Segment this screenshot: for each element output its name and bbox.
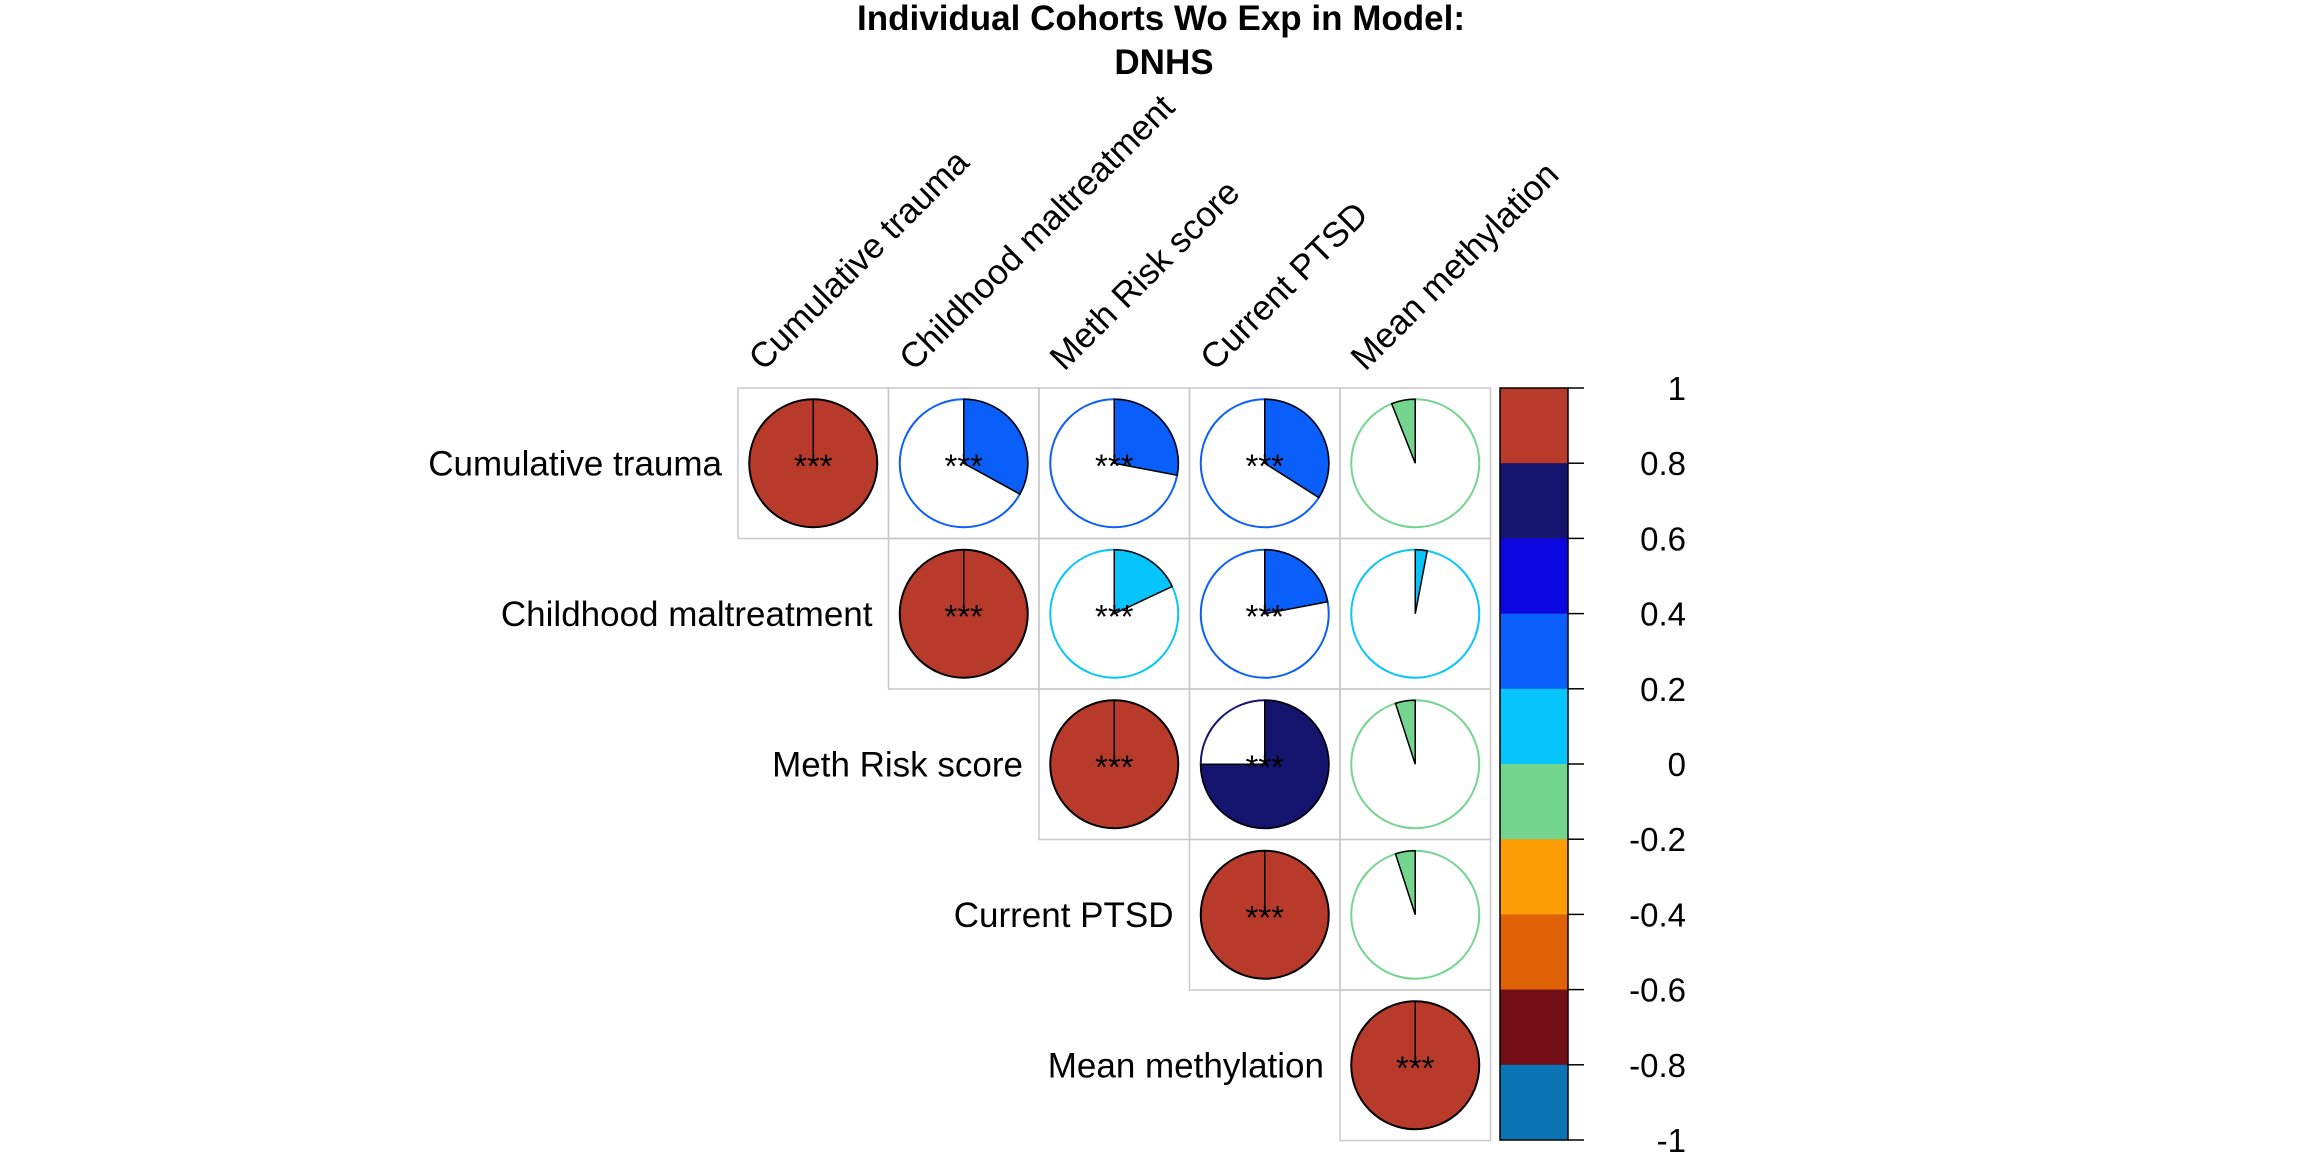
pie-cell: *** (1199, 849, 1330, 980)
colorbar-tick-label: 0.2 (1640, 671, 1686, 708)
colorbar-bin (1500, 388, 1568, 464)
colorbar-tick-label: -0.4 (1629, 896, 1686, 933)
significance-stars: *** (1095, 447, 1134, 484)
pie-cell (1350, 849, 1481, 980)
pie-cell: *** (898, 398, 1029, 529)
pie-slice (1394, 699, 1416, 765)
column-label: Childhood maltreatment (892, 87, 1183, 378)
significance-stars: *** (1245, 447, 1284, 484)
colorbar-bin (1500, 463, 1568, 539)
pie-cell: *** (1049, 398, 1180, 529)
colorbar-tick-label: 1 (1668, 370, 1686, 407)
significance-stars: *** (1245, 748, 1284, 785)
pie-cell: *** (1350, 1000, 1481, 1131)
colorbar-tick-label: -0.2 (1629, 821, 1686, 858)
colorbar-tick-label: -0.8 (1629, 1047, 1686, 1084)
pie-cell: *** (1049, 548, 1180, 679)
pie-slice (1390, 398, 1416, 464)
significance-stars: *** (944, 447, 983, 484)
row-label: Meth Risk score (772, 745, 1023, 784)
column-label: Mean methylation (1343, 155, 1566, 378)
pie-cell: *** (1199, 699, 1330, 830)
pie-slice (1264, 548, 1329, 615)
significance-stars: *** (794, 447, 833, 484)
pie-slice (1113, 398, 1179, 477)
colorbar-bin (1500, 764, 1568, 840)
row-label: Childhood maltreatment (501, 595, 873, 634)
grid-cell-border (1339, 989, 1492, 1142)
colorbar-bin (1500, 688, 1568, 765)
colorbar-bin (1500, 538, 1568, 615)
pie-cell: *** (898, 548, 1029, 679)
colorbar-tick-label: -1 (1657, 1122, 1686, 1152)
significance-stars: *** (1396, 1049, 1435, 1086)
pie-slice (1264, 398, 1330, 499)
pie-slice (1199, 699, 1330, 829)
chart-title: Individual Cohorts Wo Exp in Model: (857, 0, 1465, 38)
pie-cell: *** (1199, 398, 1330, 529)
pie-cell (1350, 398, 1481, 529)
colorbar-bin (1500, 914, 1568, 991)
colorbar-tick-label: -0.6 (1629, 972, 1686, 1009)
pie-cell: *** (1199, 548, 1330, 679)
pie-slice (1394, 849, 1416, 915)
pie-cell: *** (1049, 699, 1180, 830)
grid-layer (737, 387, 1492, 1142)
colorbar-tick-label: 0 (1668, 746, 1686, 783)
colorbar-tick-label: 0.8 (1640, 445, 1686, 482)
colorbar-tick-label: 0.4 (1640, 596, 1686, 633)
pie-slice (1414, 548, 1429, 614)
pie-slice (963, 398, 1029, 496)
significance-stars: *** (1245, 598, 1284, 635)
colorbar-bin (1500, 613, 1568, 690)
row-label: Current PTSD (954, 896, 1174, 935)
cell-layer: *** *** *** *** *** *** *** *** *** *** *** (748, 398, 1481, 1131)
chart-subtitle: DNHS (1114, 43, 1213, 82)
row-label: Cumulative trauma (428, 444, 722, 483)
colorbar-bin (1500, 1064, 1568, 1141)
pie-cell: *** (748, 398, 879, 529)
colorbar: 1 0.8 0.6 0.4 0.2 0 -0.2 -0.4 -0.6 -0.8 -1 (1499, 370, 1686, 1157)
row-label: Mean methylation (1048, 1046, 1324, 1085)
significance-stars: *** (1095, 598, 1134, 635)
significance-stars: *** (1095, 748, 1134, 785)
pie-cell (1350, 699, 1481, 830)
significance-stars: *** (1245, 899, 1284, 936)
colorbar-bin (1500, 839, 1568, 915)
significance-stars: *** (944, 598, 983, 635)
colorbar-tick-label: 0.6 (1640, 520, 1686, 557)
colorbar-bin (1500, 989, 1568, 1066)
pie-slice (1113, 548, 1174, 615)
pie-cell (1350, 548, 1481, 679)
